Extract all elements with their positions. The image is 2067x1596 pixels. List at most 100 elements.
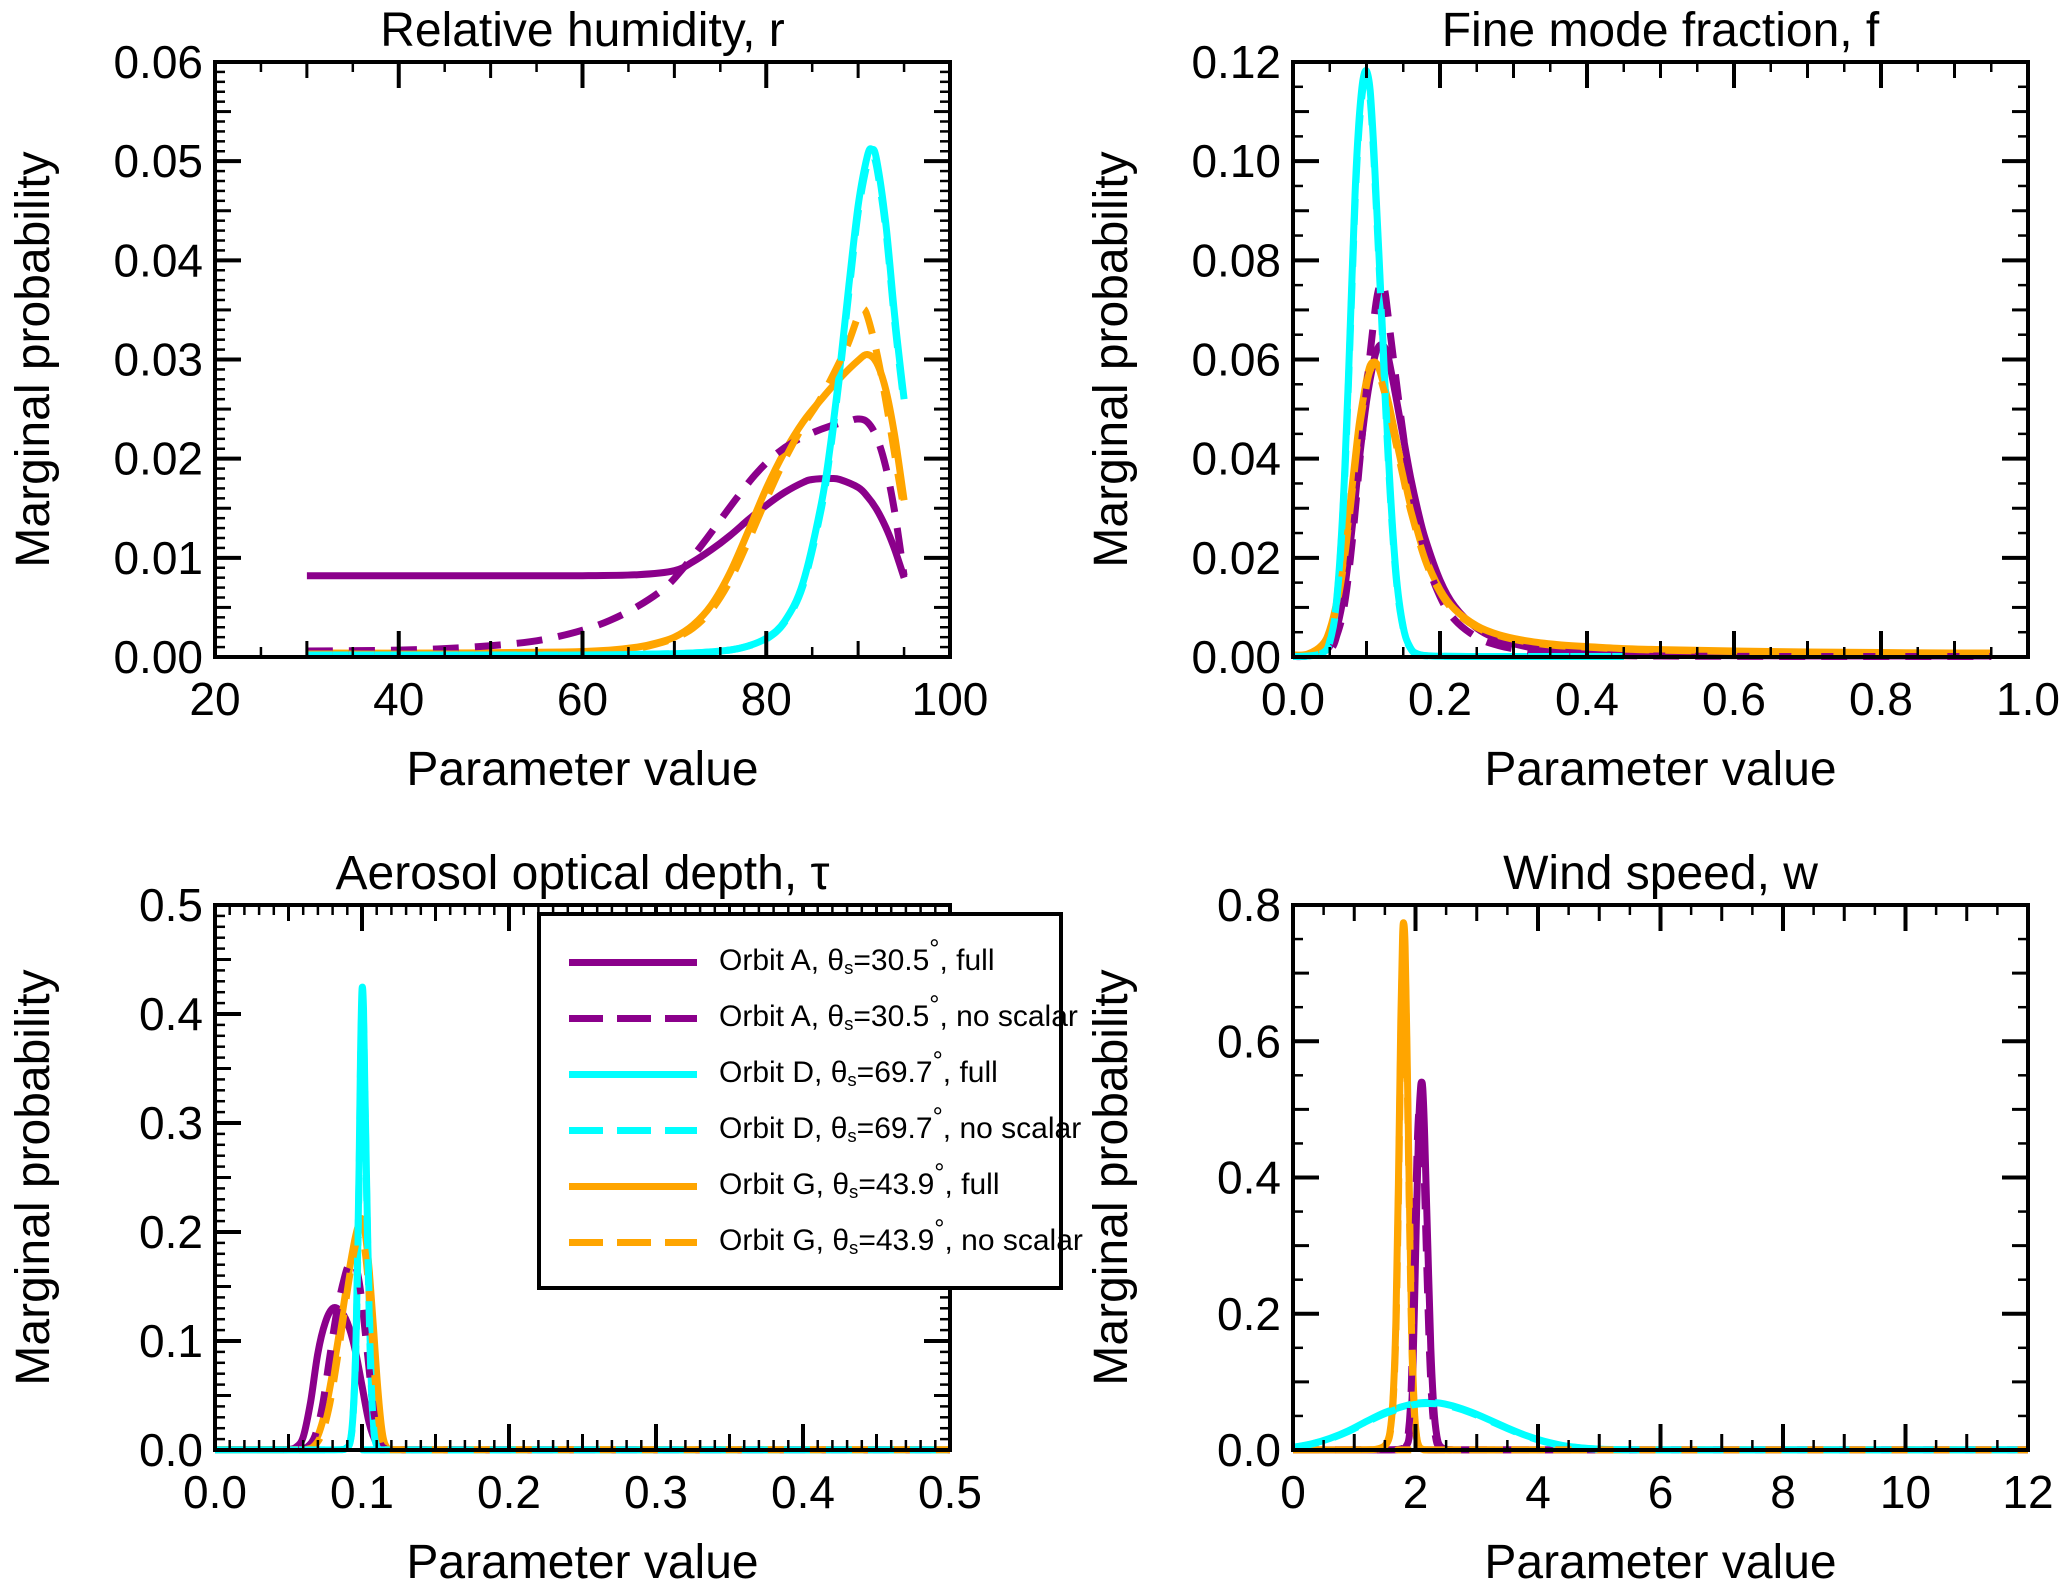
y-tick-label: 0.1: [139, 1315, 203, 1367]
legend-label-sub: s: [844, 957, 854, 979]
legend-label-post: , no scalar: [944, 1224, 1083, 1258]
y-tick-label: 0.8: [1217, 879, 1281, 931]
x-tick-label: 100: [912, 673, 989, 725]
curve-orbit-g-full: [1292, 919, 2028, 1454]
x-tick-label: 0.4: [1555, 673, 1619, 725]
legend-box: Orbit A, θs=30.5°, full Orbit A, θs=30.5°…: [537, 912, 1083, 1290]
curve-orbit-g-full: [306, 350, 908, 657]
x-tick-label: 0.3: [624, 1466, 688, 1518]
curve-orbit-a-noscalar: [306, 415, 908, 655]
y-axis-label: Marginal probability: [7, 151, 60, 567]
legend-label: Orbit G, θs=43.9°, full: [719, 1161, 1000, 1202]
y-tick-label: 0.04: [1191, 433, 1281, 485]
curve-orbit-a-noscalar: [214, 1258, 950, 1454]
y-tick-label: 0.00: [113, 631, 203, 683]
legend-label-deg: °: [929, 991, 940, 1020]
legend-label-val: =30.5: [853, 944, 930, 978]
y-axis-label: Marginal probability: [1085, 151, 1138, 567]
legend-label-val: =43.9: [858, 1224, 935, 1258]
curve-orbit-d-noscalar: [306, 152, 908, 659]
legend-swatch-orbit-a-noscalar: [569, 1014, 697, 1022]
y-tick-label: 0.06: [113, 36, 203, 88]
legend-label-sym: θ: [830, 1056, 848, 1090]
x-tick-label: 0.5: [918, 1466, 982, 1518]
x-axis-label: Parameter value: [406, 743, 758, 796]
legend-label-deg: °: [934, 1215, 945, 1244]
legend-label-post: , full: [944, 1168, 1000, 1202]
x-tick-label: 0.4: [771, 1466, 835, 1518]
legend-label-sym: θ: [830, 1112, 848, 1146]
legend-swatch-orbit-d-full: [569, 1070, 697, 1078]
legend-label-pre: Orbit G,: [719, 1168, 833, 1202]
x-tick-label: 0.1: [330, 1466, 394, 1518]
legend-label: Orbit G, θs=43.9°, no scalar: [719, 1217, 1083, 1259]
y-tick-label: 0.6: [1217, 1015, 1281, 1067]
panel-wind-speed: 0 2 4 6 8 10 12 0.0 0.2 0.4 0.6 0.8 Wind speed, w Par…: [1033, 798, 2067, 1596]
x-tick-label: 10: [1880, 1466, 1931, 1518]
curve-orbit-a-full: [306, 474, 908, 580]
y-axis-label: Marginal probability: [1085, 969, 1138, 1385]
x-tick-label: 0.2: [1408, 673, 1472, 725]
y-tick-label: 0.4: [1217, 1152, 1281, 1204]
y-tick-label: 0.3: [139, 1097, 203, 1149]
axis-ticks: [213, 60, 952, 659]
chart-wind-speed: 0 2 4 6 8 10 12 0.0 0.2 0.4 0.6 0.8 Wind speed, w Par…: [1085, 847, 2054, 1589]
legend-entry-orbit-g-full: Orbit G, θs=43.9°, full: [569, 1158, 1059, 1214]
legend-label-post: , full: [942, 1056, 998, 1090]
legend-label-pre: Orbit A,: [719, 1000, 828, 1034]
y-tick-label: 0.06: [1191, 334, 1281, 386]
x-tick-label: 40: [373, 673, 424, 725]
curve-orbit-d-full: [1292, 67, 1624, 661]
legend-entry-orbit-g-noscalar: Orbit G, θs=43.9°, no scalar: [569, 1214, 1083, 1270]
legend-swatch-orbit-a-full: [569, 958, 697, 966]
legend-label-deg: °: [932, 1103, 943, 1132]
curves: [306, 145, 908, 659]
x-tick-label: 1.0: [1996, 673, 2060, 725]
chart-relative-humidity: 20 40 60 80 100 0.00 0.01 0.02 0.03 0.04 0.05 0.06 R…: [7, 4, 989, 796]
y-tick-label: 0.00: [1191, 631, 1281, 683]
legend-label-sym: θ: [832, 1168, 850, 1202]
legend-label-pre: Orbit D,: [719, 1112, 831, 1146]
legend-entry-orbit-a-noscalar: Orbit A, θs=30.5°, no scalar: [569, 990, 1078, 1046]
x-tick-label: 12: [2002, 1466, 2053, 1518]
axis-ticks: [1291, 903, 2030, 1452]
y-tick-label: 0.05: [113, 135, 203, 187]
panel-fine-mode-fraction: 0.0 0.2 0.4 0.6 0.8 1.0 0.00 0.02 0.04 0.06 0.08 0.…: [1033, 0, 2067, 798]
axis-ticks: [1291, 60, 2030, 659]
legend-label-deg: °: [934, 1159, 945, 1188]
legend-label-post: , no scalar: [942, 1112, 1082, 1146]
x-tick-label: 20: [189, 673, 240, 725]
x-tick-label: 8: [1770, 1466, 1796, 1518]
y-tick-label: 0.4: [139, 988, 203, 1040]
x-axis-label: Parameter value: [406, 1536, 758, 1589]
x-tick-label: 0.6: [1702, 673, 1766, 725]
legend-label: Orbit A, θs=30.5°, no scalar: [719, 993, 1078, 1035]
chart-title: Fine mode fraction, f: [1442, 4, 1880, 57]
legend-label-val: =43.9: [858, 1168, 935, 1202]
x-tick-label: 0.8: [1849, 673, 1913, 725]
chart-fine-mode-fraction: 0.0 0.2 0.4 0.6 0.8 1.0 0.00 0.02 0.04 0.06 0.08 0.…: [1085, 4, 2060, 796]
legend-swatch-orbit-g-noscalar: [569, 1238, 697, 1246]
legend-label-deg: °: [929, 935, 940, 964]
legend-label-sub: s: [849, 1237, 859, 1259]
legend-label-sym: θ: [827, 944, 845, 978]
legend-label-deg: °: [932, 1047, 943, 1076]
legend-label-sub: s: [847, 1069, 857, 1091]
legend-label: Orbit A, θs=30.5°, full: [719, 937, 995, 979]
legend-label-val: =69.7: [856, 1056, 933, 1090]
legend-label: Orbit D, θs=69.7°, full: [719, 1049, 998, 1091]
curve-orbit-g-noscalar: [1292, 363, 1992, 660]
legend-label-val: =69.7: [856, 1112, 933, 1146]
legend-entry-orbit-d-full: Orbit D, θs=69.7°, full: [569, 1046, 1059, 1102]
chart-aerosol-optical-depth: 0.0 0.1 0.2 0.3 0.4 0.5 0.0 0.1 0.2 0.3 0.4 0.5 Aero…: [7, 847, 982, 1589]
legend-label-val: =30.5: [853, 1000, 930, 1034]
legend-label-post: , full: [939, 944, 995, 978]
curve-orbit-g-noscalar: [306, 305, 908, 658]
y-tick-label: 0.08: [1191, 234, 1281, 286]
curves: [1292, 919, 2028, 1454]
x-axis-label: Parameter value: [1484, 1536, 1836, 1589]
y-tick-label: 0.01: [113, 532, 203, 584]
y-tick-label: 0.12: [1191, 36, 1281, 88]
legend-label-sub: s: [844, 1013, 854, 1035]
legend-label: Orbit D, θs=69.7°, no scalar: [719, 1105, 1082, 1146]
